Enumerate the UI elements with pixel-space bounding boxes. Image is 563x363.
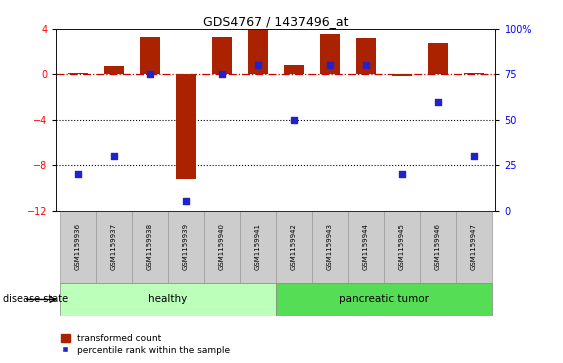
Text: GSM1159941: GSM1159941 <box>255 223 261 270</box>
Bar <box>212 37 232 74</box>
Text: disease state: disease state <box>3 294 68 305</box>
Point <box>289 117 298 123</box>
Text: GSM1159937: GSM1159937 <box>111 223 117 270</box>
Bar <box>276 283 492 316</box>
Bar <box>348 211 384 283</box>
Text: GSM1159945: GSM1159945 <box>399 223 405 270</box>
Text: GSM1159947: GSM1159947 <box>471 223 477 270</box>
Bar <box>240 211 276 283</box>
Bar <box>176 74 196 179</box>
Bar <box>284 65 304 74</box>
Bar <box>392 74 412 76</box>
Point <box>434 99 443 105</box>
Bar <box>320 34 339 74</box>
Title: GDS4767 / 1437496_at: GDS4767 / 1437496_at <box>203 15 348 28</box>
Bar <box>204 211 240 283</box>
Bar <box>68 73 88 74</box>
Legend: transformed count, percentile rank within the sample: transformed count, percentile rank withi… <box>61 334 230 355</box>
Text: GSM1159940: GSM1159940 <box>219 223 225 270</box>
Text: pancreatic tumor: pancreatic tumor <box>339 294 429 305</box>
Point <box>181 199 190 204</box>
Bar <box>456 211 492 283</box>
Bar <box>60 283 276 316</box>
Point <box>145 72 154 77</box>
Text: GSM1159943: GSM1159943 <box>327 223 333 270</box>
Text: GSM1159946: GSM1159946 <box>435 223 441 270</box>
Text: GSM1159942: GSM1159942 <box>291 223 297 270</box>
Bar <box>132 211 168 283</box>
Bar <box>356 38 376 74</box>
Bar <box>312 211 348 283</box>
Bar <box>464 73 484 74</box>
Text: healthy: healthy <box>148 294 187 305</box>
Text: GSM1159936: GSM1159936 <box>75 223 81 270</box>
Point <box>253 62 262 68</box>
Point <box>73 171 82 177</box>
Point <box>397 171 406 177</box>
Text: GSM1159939: GSM1159939 <box>183 223 189 270</box>
Bar <box>428 43 448 74</box>
Point <box>109 153 118 159</box>
Bar <box>140 37 160 74</box>
Point <box>470 153 479 159</box>
Bar <box>420 211 456 283</box>
Point <box>361 62 370 68</box>
Point <box>217 72 226 77</box>
Bar <box>248 30 268 74</box>
Point <box>325 62 334 68</box>
Text: GSM1159944: GSM1159944 <box>363 223 369 270</box>
Bar <box>96 211 132 283</box>
Bar <box>276 211 312 283</box>
Bar <box>384 211 420 283</box>
Text: GSM1159938: GSM1159938 <box>147 223 153 270</box>
Bar <box>168 211 204 283</box>
Bar <box>104 66 124 74</box>
Bar <box>60 211 96 283</box>
